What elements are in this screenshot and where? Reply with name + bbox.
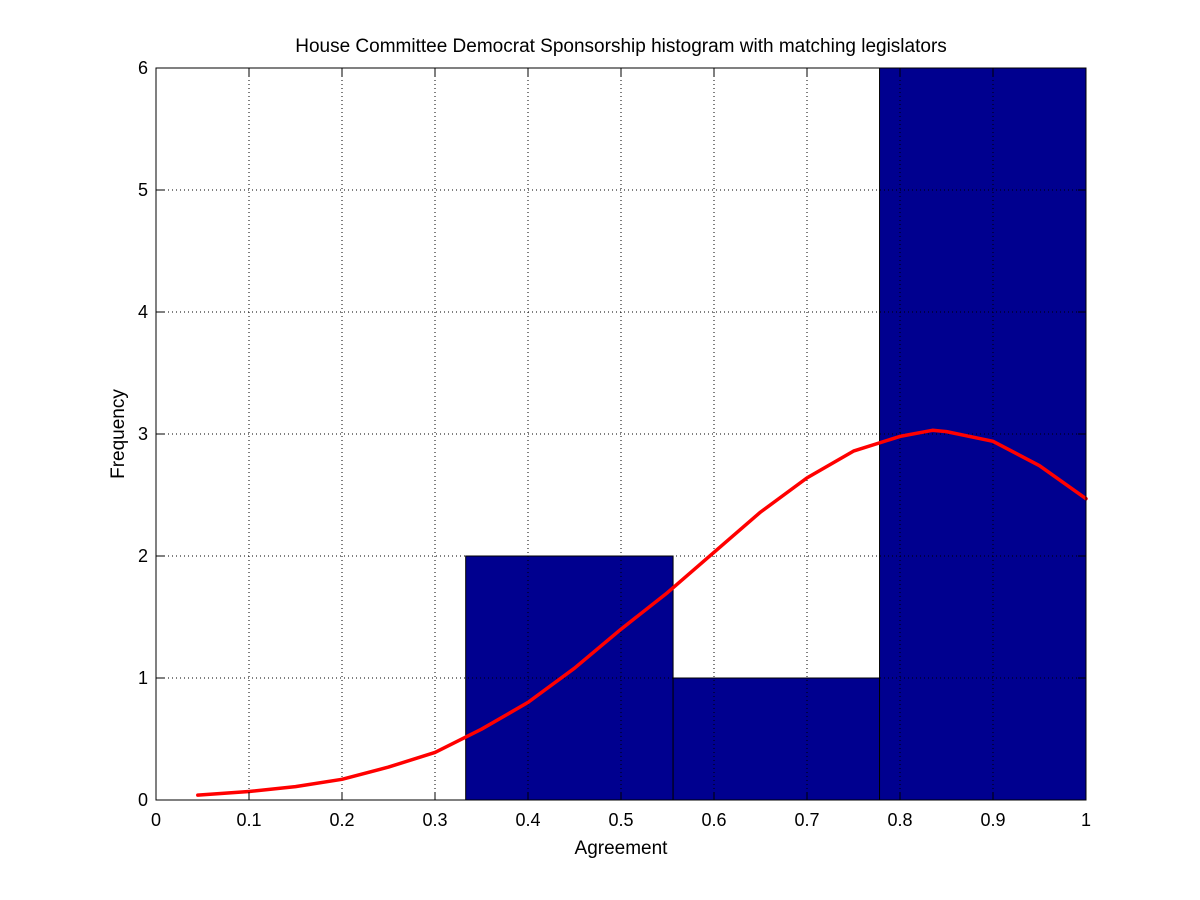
x-axis-label: Agreement: [575, 838, 669, 859]
x-tick-label: 0.7: [794, 810, 819, 830]
x-tick-label: 0: [151, 810, 161, 830]
x-tick-label: 0.1: [236, 810, 261, 830]
y-tick-label: 2: [138, 546, 148, 566]
x-tick-label: 0.3: [422, 810, 447, 830]
y-tick-label: 4: [138, 302, 148, 322]
x-tick-label: 0.2: [329, 810, 354, 830]
x-tick-label: 1: [1081, 810, 1091, 830]
x-tick-label: 0.4: [515, 810, 540, 830]
x-tick-label: 0.6: [701, 810, 726, 830]
y-tick-label: 3: [138, 424, 148, 444]
chart-title: House Committee Democrat Sponsorship his…: [295, 36, 947, 57]
y-tick-label: 6: [138, 58, 148, 78]
x-tick-label: 0.8: [887, 810, 912, 830]
fit-curve-line: [196, 428, 1088, 797]
y-tick-label: 1: [138, 668, 148, 688]
x-tick-label: 0.9: [980, 810, 1005, 830]
y-tick-label: 5: [138, 180, 148, 200]
y-axis-label: Frequency: [108, 389, 129, 479]
x-tick-label: 0.5: [608, 810, 633, 830]
histogram-bar: [672, 677, 881, 801]
y-tick-label: 0: [138, 790, 148, 810]
